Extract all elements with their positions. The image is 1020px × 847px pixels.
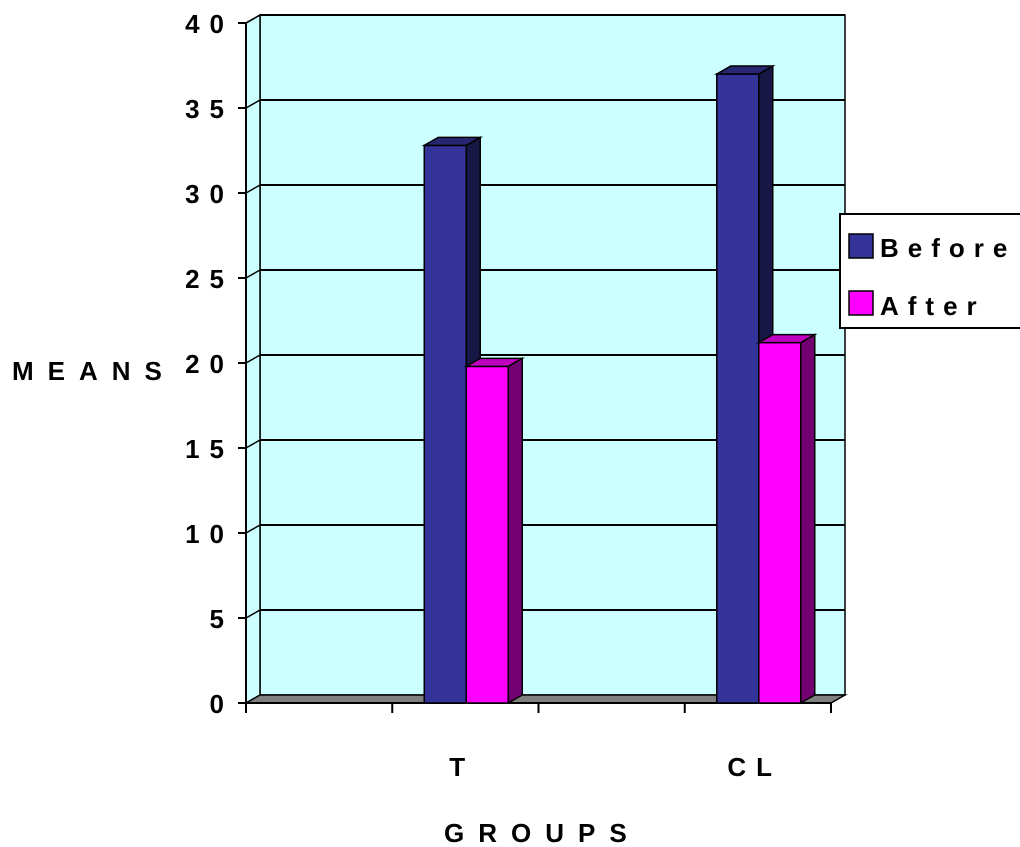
y-axis-title: MEANS xyxy=(12,356,176,386)
bar-side xyxy=(800,333,816,705)
legend-label-after: After xyxy=(880,291,986,321)
bar-front xyxy=(716,73,760,704)
x-tick-label: T xyxy=(449,752,475,782)
gridline-side xyxy=(245,269,261,279)
y-tick-label: 35 xyxy=(185,94,234,124)
bar-side xyxy=(507,357,523,705)
y-tick-label: 25 xyxy=(185,264,234,294)
bars xyxy=(421,64,818,705)
bar-after-cl xyxy=(755,333,818,705)
gridline-side xyxy=(245,14,261,24)
gridline-side xyxy=(245,99,261,109)
y-tick-label: 20 xyxy=(185,349,234,379)
gridline-side xyxy=(245,439,261,449)
y-tick-label: 40 xyxy=(185,9,234,39)
y-tick-label: 15 xyxy=(185,434,234,464)
bar-front xyxy=(423,144,467,704)
legend-swatch-before xyxy=(848,233,874,259)
bar-top xyxy=(421,136,484,147)
gridline-side xyxy=(245,354,261,364)
x-axis-title: GROUPS xyxy=(444,818,641,847)
y-tick-label: 30 xyxy=(185,179,234,209)
bar-after-t xyxy=(463,357,526,705)
legend-label-before: Before xyxy=(880,233,1016,263)
bar-top xyxy=(463,357,526,368)
bar-top xyxy=(755,333,818,344)
gridline-side xyxy=(245,609,261,619)
y-tick-label: 5 xyxy=(210,604,234,634)
bar-front xyxy=(758,341,802,704)
y-tick-label: 0 xyxy=(210,689,234,719)
x-tick-label: CL xyxy=(727,752,782,782)
bar-top xyxy=(713,65,776,75)
legend-swatch-after xyxy=(848,290,874,316)
bar-front xyxy=(465,365,509,704)
gridline-side xyxy=(245,524,261,534)
y-tick-label: 10 xyxy=(185,519,234,549)
gridline-side xyxy=(245,184,261,194)
legend: Before After xyxy=(839,213,1020,329)
tick-labels: 0 5 10 15 20 25 30 35 40 T CL xyxy=(185,9,782,782)
